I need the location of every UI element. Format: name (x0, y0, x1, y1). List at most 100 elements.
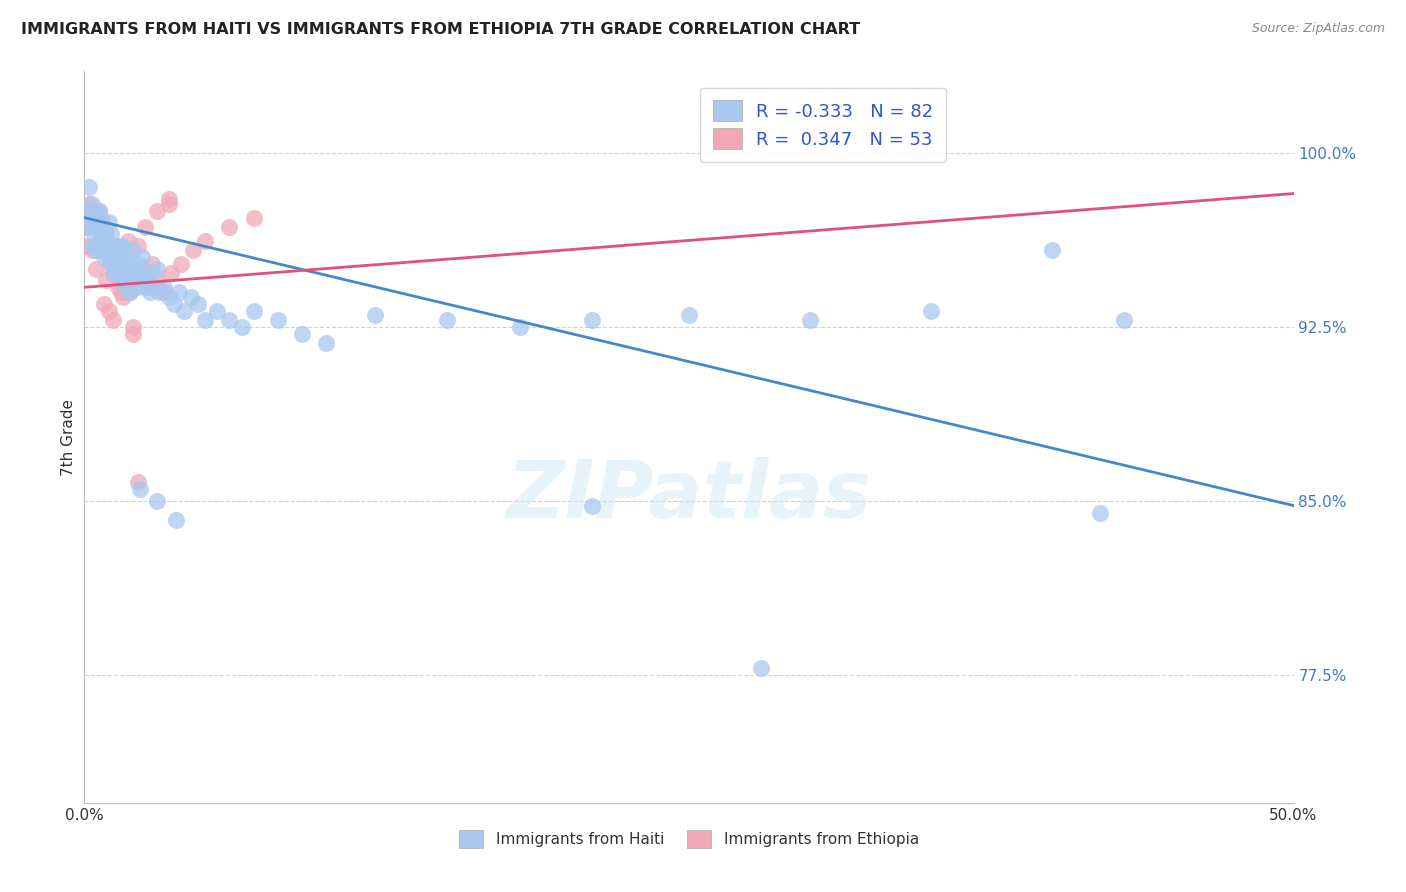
Point (160, 266, 183, 280)
Point (77, 180, 100, 194)
Point (110, 285, 132, 299)
Point (267, 313, 290, 327)
Point (124, 266, 146, 280)
Point (157, 290, 180, 304)
Point (242, 303, 264, 318)
Point (90, 243, 112, 257)
Point (112, 266, 135, 280)
Point (86, 243, 108, 257)
Point (581, 499, 603, 513)
Point (121, 273, 143, 287)
Point (121, 319, 143, 334)
Point (87, 234, 110, 248)
Point (112, 238, 135, 252)
Point (315, 336, 337, 351)
Point (173, 303, 195, 318)
Point (165, 512, 187, 526)
Point (1088, 506, 1111, 520)
Point (120, 285, 142, 299)
Point (129, 266, 152, 280)
Point (86, 219, 108, 234)
Point (103, 243, 125, 257)
Point (114, 261, 136, 276)
Point (97, 215, 120, 229)
Point (170, 257, 193, 271)
Point (146, 203, 169, 218)
Point (97, 238, 120, 252)
Point (129, 483, 152, 497)
Point (87, 203, 110, 218)
Point (127, 475, 149, 490)
Point (86, 215, 108, 229)
Point (76, 203, 98, 218)
Text: Source: ZipAtlas.com: Source: ZipAtlas.com (1251, 22, 1385, 36)
Point (187, 296, 209, 310)
Point (131, 250, 153, 264)
Point (678, 308, 700, 322)
Point (90, 215, 112, 229)
Point (136, 280, 159, 294)
Point (127, 257, 149, 271)
Point (86, 261, 108, 276)
Point (117, 285, 139, 299)
Point (94, 273, 117, 287)
Point (1040, 243, 1063, 257)
Point (242, 211, 264, 225)
Point (83, 203, 105, 218)
Point (87, 203, 110, 218)
Point (100, 257, 122, 271)
Point (180, 290, 202, 304)
Point (107, 266, 129, 280)
Point (218, 313, 240, 327)
Point (127, 280, 149, 294)
Point (100, 227, 122, 241)
Point (110, 266, 132, 280)
Point (77, 196, 100, 211)
Point (103, 313, 125, 327)
Point (436, 313, 458, 327)
Point (103, 266, 125, 280)
Y-axis label: 7th Grade: 7th Grade (60, 399, 76, 475)
Point (148, 285, 170, 299)
Point (146, 494, 169, 508)
Point (104, 238, 127, 252)
Point (80, 196, 103, 211)
Point (83, 211, 105, 225)
Point (751, 661, 773, 675)
Point (120, 285, 142, 299)
Point (363, 308, 385, 322)
Point (194, 313, 217, 327)
Point (83, 238, 105, 252)
Point (80, 243, 103, 257)
Point (112, 290, 135, 304)
Point (117, 280, 139, 294)
Point (104, 250, 127, 264)
Point (121, 326, 143, 341)
Point (94, 243, 117, 257)
Point (120, 261, 142, 276)
Point (93, 296, 115, 310)
Legend: Immigrants from Haiti, Immigrants from Ethiopia: Immigrants from Haiti, Immigrants from E… (453, 824, 925, 854)
Point (114, 280, 136, 294)
Text: ZIPatlas: ZIPatlas (506, 457, 872, 534)
Point (90, 227, 112, 241)
Point (117, 250, 139, 264)
Point (127, 273, 149, 287)
Point (97, 303, 120, 318)
Point (153, 280, 176, 294)
Point (163, 296, 186, 310)
Point (80, 238, 103, 252)
Point (117, 234, 139, 248)
Point (90, 211, 112, 225)
Point (134, 280, 156, 294)
Point (141, 257, 163, 271)
Point (80, 203, 103, 218)
Point (581, 313, 603, 327)
Point (104, 257, 127, 271)
Point (143, 280, 166, 294)
Point (218, 219, 240, 234)
Point (134, 219, 156, 234)
Point (207, 303, 229, 318)
Point (110, 250, 132, 264)
Point (93, 234, 115, 248)
